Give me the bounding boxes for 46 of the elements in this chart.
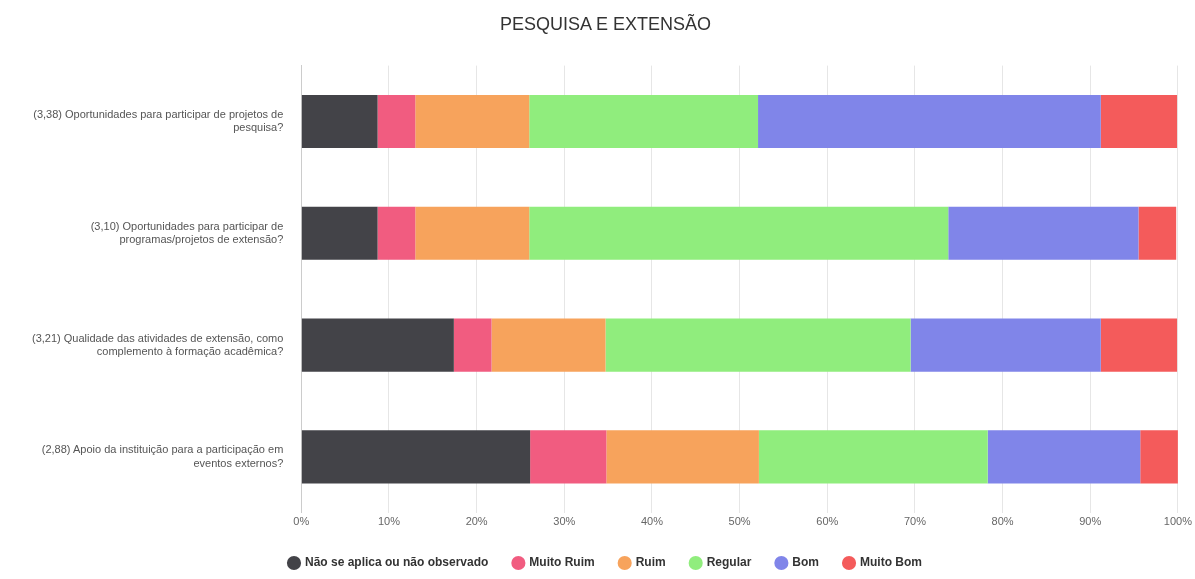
bar [453,318,492,372]
x-tick-label: 30% [553,515,576,528]
bar [491,318,606,372]
legend-label: Muito Ruim [529,555,595,570]
y-tick-label: (3,10) Oportunidades para participar de programas/projetos de extensão? [90,219,284,245]
y-tick-label: (3,38) Oportunidades para participar de projetos de pesquisa? [33,107,284,134]
y-tick-label: (3,21) Qualidade das atividades de extensão, como complemento à formação acadêmica? [32,331,284,357]
bar [987,430,1141,484]
x-tick-label: 80% [991,515,1014,528]
x-tick-label: 60% [816,515,839,528]
bar [377,206,416,260]
bar [758,94,1101,149]
x-tick-label: 70% [903,515,927,528]
x-tick-label: 40% [640,515,664,528]
bar [910,318,1101,372]
chart-title: PESQUISA E EXTENSÃO [499,12,712,34]
bar [606,430,759,484]
bar [605,318,911,372]
bar [301,94,378,149]
x-tick-label: 90% [1079,515,1102,528]
x-tick-label: 50% [728,515,751,528]
bar [529,94,759,149]
bar [1138,206,1177,260]
legend-label: Bom [792,555,820,570]
y-tick-label: (2,88) Apoio da instituição para a participação em eventos externos? [41,443,284,469]
legend-label: Não se aplica ou não observado [304,555,489,570]
legend-label: Regular [706,555,752,570]
bar [948,206,1139,260]
x-tick-label: 10% [377,515,401,528]
legend-label: Ruim [635,555,666,570]
x-tick-label: 20% [465,515,488,528]
legend-label: Muito Bom [860,555,923,570]
bar [1140,430,1178,484]
bar [1100,94,1178,149]
x-tick-label: 100% [1163,515,1193,528]
bar [301,318,454,372]
x-tick-label: 0% [293,515,310,528]
bar [415,206,530,260]
bar [301,430,531,484]
bar [415,94,530,149]
bar [1100,318,1178,372]
bar [529,206,949,260]
bar [301,206,378,260]
bar [377,94,416,149]
bar [758,430,988,484]
bar [530,430,607,484]
